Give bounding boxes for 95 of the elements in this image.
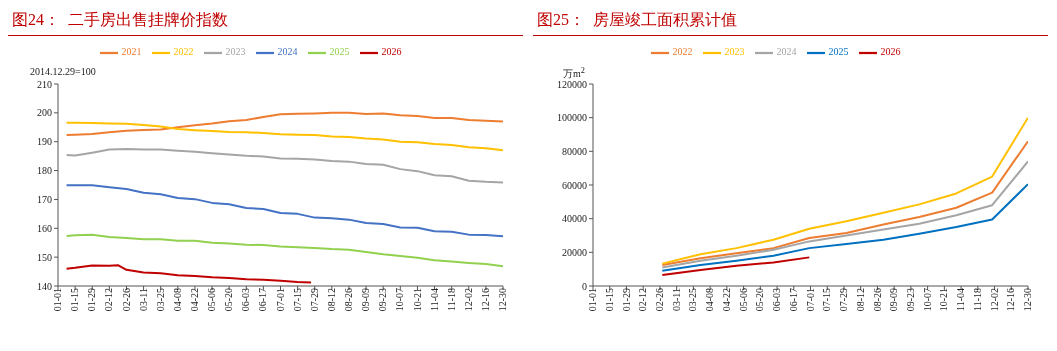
x-tick-label: 04-22 [720,288,732,312]
line-series [65,121,503,152]
x-tick-label: 08-12 [854,288,866,312]
y-tick-label: 190 [37,136,52,148]
x-tick-label: 07-29 [838,288,850,312]
y-tick-label: 40000 [562,213,587,225]
x-tick-label: 10-07 [921,288,933,312]
x-tick-label: 01-15 [69,288,81,312]
x-tick-label: 02-12 [637,288,649,312]
x-tick-label: 06-03 [771,288,783,312]
x-tick-label: 09-09 [888,288,900,312]
x-tick-label: 07-01 [804,288,816,312]
x-tick-label: 10-07 [394,288,406,312]
x-tick-label: 07-01 [274,288,286,312]
x-tick-label: 12-02 [462,288,474,312]
x-tick-label: 01-29 [86,288,98,312]
x-tick-label: 03-25 [154,288,166,312]
line-series [661,140,1028,266]
x-tick-label: 01-29 [620,288,632,312]
x-tick-label: 04-22 [189,288,201,312]
legend-label: 2022 [672,46,693,58]
x-tick-label: 12-30 [497,288,509,312]
y-axis-title: 万m$^{2}$ [563,66,585,80]
legend-label: 2022 [173,46,194,58]
x-tick-label: 01-01 [52,288,64,312]
y-tick-label: 60000 [562,179,587,191]
x-tick-label: 09-23 [904,288,916,312]
x-tick-label: 06-17 [787,288,799,312]
x-tick-label: 08-26 [871,288,883,312]
x-tick-label: 02-12 [103,288,115,312]
x-tick-label: 05-06 [737,288,749,312]
x-tick-label: 06-03 [240,288,252,312]
line-series [65,111,503,137]
y-axis-title: 2014.12.29=100 [30,66,96,77]
x-tick-label: 01-15 [603,288,615,312]
x-tick-label: 02-26 [654,288,666,312]
legend-label: 2026 [880,46,901,58]
x-tick-label: 11-04 [428,288,440,311]
line-series [661,116,1028,265]
x-tick-label: 04-08 [704,288,716,312]
y-tick-label: 150 [37,251,52,263]
x-tick-label: 08-12 [325,288,337,312]
y-tick-label: 20000 [562,246,587,258]
x-tick-label: 08-26 [343,288,355,312]
x-tick-label: 12-30 [1022,288,1034,312]
legend-label: 2023 [225,46,246,58]
x-tick-label: 10-21 [938,288,950,312]
y-tick-label: 0 [582,280,587,292]
legend-label: 2024 [776,46,797,58]
line-series [65,147,503,184]
x-tick-label: 03-11 [137,288,149,311]
y-tick-label: 120000 [557,78,587,90]
x-tick-label: 11-18 [971,288,983,311]
chart-title: 图24： 二手房出售挂牌价指数 [8,8,523,36]
x-tick-label: 11-04 [955,288,967,311]
x-tick-label: 07-15 [821,288,833,312]
x-tick-label: 07-15 [291,288,303,312]
legend-label: 2026 [381,46,402,58]
y-tick-label: 200 [37,107,52,119]
y-tick-label: 100000 [557,112,587,124]
y-tick-label: 140 [37,280,52,292]
y-tick-label: 80000 [562,145,587,157]
x-tick-label: 01-01 [587,288,599,312]
line-series [65,264,313,284]
x-tick-label: 12-16 [479,288,491,312]
x-tick-label: 03-25 [687,288,699,312]
line-series [661,256,811,277]
x-tick-label: 07-29 [308,288,320,312]
legend-label: 2025 [329,46,350,58]
x-tick-label: 03-11 [670,288,682,311]
x-tick-label: 11-18 [445,288,457,311]
y-tick-label: 210 [37,78,52,90]
legend-label: 2021 [121,46,142,58]
line-series [65,233,503,268]
line-series [65,184,503,238]
chart-title: 图25： 房屋竣工面积累计值 [533,8,1048,36]
x-tick-label: 05-06 [206,288,218,312]
x-tick-label: 10-21 [411,288,423,312]
x-tick-label: 12-16 [1005,288,1017,312]
legend-label: 2025 [828,46,849,58]
y-tick-label: 170 [37,193,52,205]
x-tick-label: 12-02 [988,288,1000,312]
line-series [661,160,1028,269]
y-tick-label: 180 [37,165,52,177]
legend-label: 2023 [724,46,745,58]
x-tick-label: 05-20 [754,288,766,312]
x-tick-label: 02-26 [120,288,132,312]
legend-label: 2024 [277,46,298,58]
x-tick-label: 09-23 [377,288,389,312]
x-tick-label: 04-08 [171,288,183,312]
x-tick-label: 05-20 [223,288,235,312]
y-tick-label: 160 [37,222,52,234]
x-tick-label: 09-09 [360,288,372,312]
x-tick-label: 06-17 [257,288,269,312]
line-series [661,183,1028,272]
